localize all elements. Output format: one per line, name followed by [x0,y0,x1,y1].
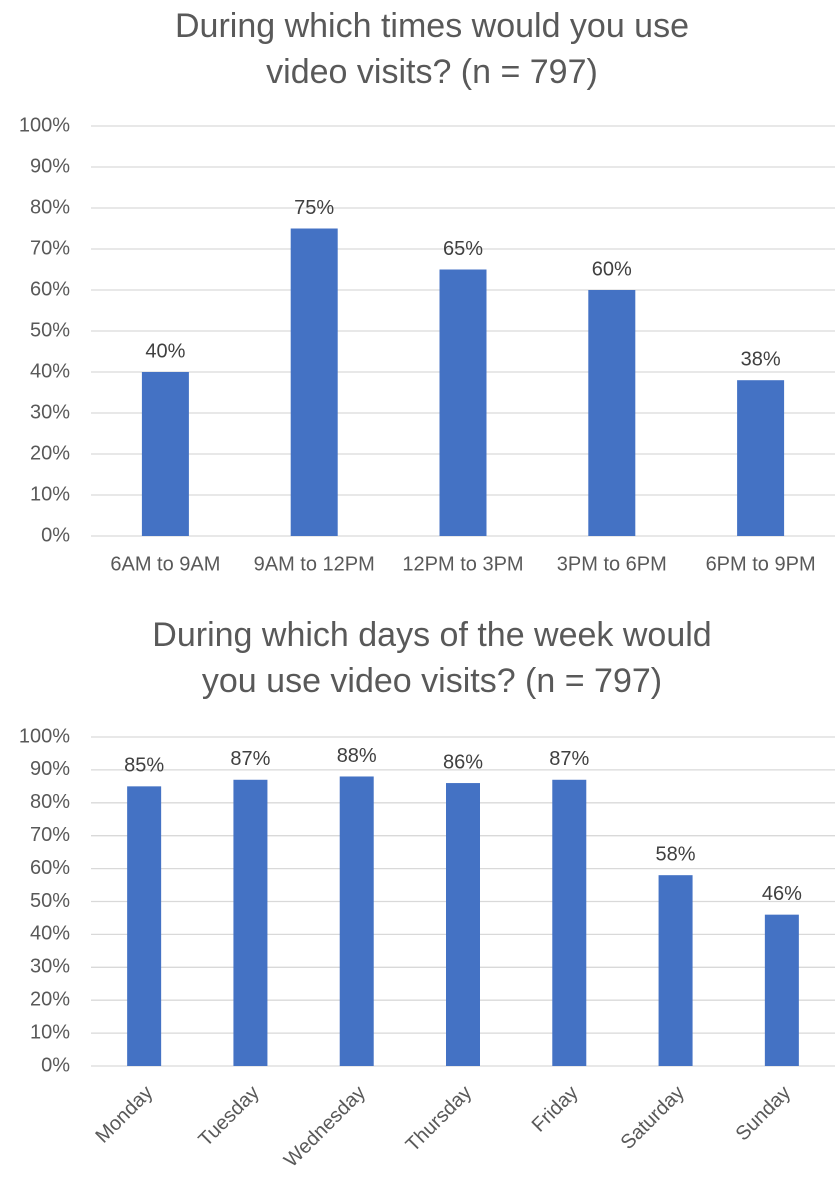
x-tick-label: 12PM to 3PM [402,553,523,575]
y-tick-label: 10% [30,1021,70,1043]
y-tick-label: 50% [30,319,70,341]
bar [658,875,693,1066]
value-label: 87% [230,748,270,770]
x-tick-label: Wednesday [280,1082,370,1172]
x-tick-label: 6PM to 9PM [706,553,816,575]
bar [588,290,636,536]
value-label: 85% [124,755,164,777]
x-tick-label: Saturday [617,1082,689,1154]
y-tick-label: 90% [30,155,70,177]
y-tick-label: 10% [30,483,70,505]
value-label: 38% [741,348,781,370]
y-tick-label: 60% [30,857,70,879]
y-tick-label: 100% [19,725,70,747]
bar [764,914,799,1066]
bar [339,776,374,1066]
x-tick-label: 3PM to 6PM [557,553,667,575]
bar [233,779,268,1066]
y-tick-label: 0% [41,1054,70,1076]
y-tick-label: 60% [30,278,70,300]
y-tick-label: 0% [41,524,70,546]
y-tick-label: 30% [30,401,70,423]
value-label: 40% [145,340,185,362]
bar [552,779,587,1066]
x-tick-label: Tuesday [194,1082,263,1151]
x-tick-label: Sunday [732,1082,796,1146]
y-tick-label: 100% [19,114,70,136]
bar [446,783,480,1066]
bar [141,372,189,536]
value-label: 60% [592,258,632,280]
value-label: 75% [294,197,334,219]
value-label: 65% [443,238,483,260]
y-tick-label: 80% [30,791,70,813]
y-tick-label: 70% [30,824,70,846]
bar [439,269,487,536]
value-label: 87% [549,748,589,770]
x-tick-label: Thursday [402,1082,477,1157]
y-tick-label: 50% [30,890,70,912]
value-label: 88% [337,745,377,767]
value-label: 46% [762,883,802,905]
x-tick-label: Friday [528,1082,583,1137]
y-tick-label: 90% [30,758,70,780]
x-tick-label: Monday [92,1082,158,1148]
value-label: 58% [656,843,696,865]
chart-title: you use video visits? (n = 797) [202,662,662,700]
y-tick-label: 40% [30,360,70,382]
x-tick-label: 6AM to 9AM [110,553,220,575]
bar [737,380,785,536]
y-tick-label: 80% [30,196,70,218]
chart-title: During which times would you use [175,7,689,45]
chart-title: video visits? (n = 797) [266,53,598,91]
chart-title: During which days of the week would [152,616,711,654]
bar [290,228,338,536]
bar [127,786,162,1066]
x-tick-label: 9AM to 12PM [254,553,375,575]
value-label: 86% [443,751,483,773]
y-tick-label: 30% [30,956,70,978]
y-tick-label: 20% [30,988,70,1010]
y-tick-label: 20% [30,442,70,464]
y-tick-label: 70% [30,237,70,259]
y-tick-label: 40% [30,923,70,945]
